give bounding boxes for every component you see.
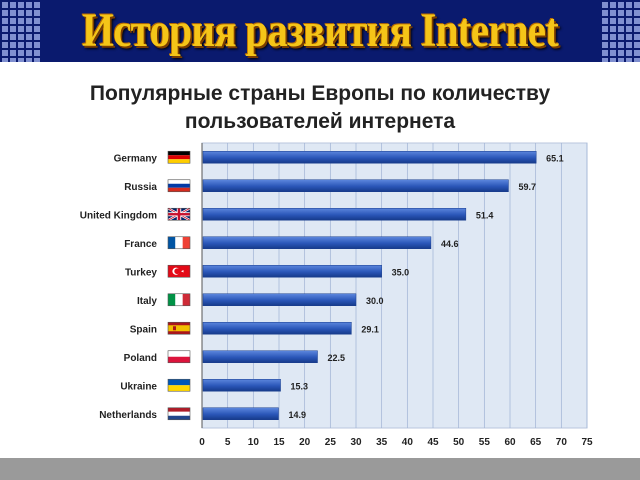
- value-label: 22.5: [328, 353, 346, 363]
- value-label: 44.6: [441, 239, 459, 249]
- x-tick-label: 5: [225, 437, 231, 448]
- bar: [202, 208, 467, 221]
- bar: [202, 350, 318, 363]
- value-label: 51.4: [476, 210, 494, 220]
- x-tick-label: 65: [530, 437, 542, 448]
- value-label: 65.1: [546, 153, 564, 163]
- italy-flag-icon: [167, 293, 191, 307]
- x-tick-label: 45: [427, 437, 439, 448]
- x-tick-label: 10: [248, 437, 260, 448]
- bar: [202, 322, 352, 335]
- footer-band: [0, 458, 640, 480]
- germany-flag-icon: [167, 150, 191, 164]
- chart-subtitle: Популярные страны Европы по количеству п…: [89, 82, 551, 133]
- france-flag-icon: [167, 236, 191, 250]
- header-grid-decoration-right: [600, 0, 640, 62]
- value-label: 14.9: [288, 410, 306, 420]
- x-tick-label: 40: [402, 437, 414, 448]
- bar: [202, 293, 357, 306]
- x-tick-label: 35: [376, 437, 388, 448]
- x-tick-label: 25: [325, 437, 337, 448]
- category-label: Netherlands: [99, 410, 157, 421]
- x-tick-label: 50: [453, 437, 465, 448]
- value-label: 29.1: [361, 324, 379, 334]
- bar: [202, 265, 382, 278]
- x-tick-label: 55: [479, 437, 491, 448]
- header-grid-decoration-left: [0, 0, 40, 62]
- category-label: Spain: [130, 324, 157, 335]
- ukraine-flag-icon: [167, 378, 191, 392]
- bar: [202, 151, 537, 164]
- x-tick-label: 70: [556, 437, 568, 448]
- x-tick-label: 60: [504, 437, 516, 448]
- x-tick-label: 75: [581, 437, 593, 448]
- category-label: Ukraine: [120, 381, 157, 392]
- united-kingdom-flag-icon: [167, 207, 191, 222]
- category-label: United Kingdom: [80, 210, 157, 221]
- x-tick-label: 15: [273, 437, 285, 448]
- value-label: 35.0: [392, 267, 410, 277]
- russia-flag-icon: [167, 179, 191, 193]
- bar: [202, 179, 509, 192]
- x-tick-label: 20: [299, 437, 311, 448]
- netherlands-flag-icon: [167, 407, 191, 421]
- bar: [202, 407, 279, 420]
- value-label: 15.3: [291, 381, 309, 391]
- turkey-flag-icon: [167, 264, 191, 278]
- category-label: Germany: [114, 153, 158, 164]
- category-label: Italy: [137, 296, 157, 307]
- value-label: 59.7: [518, 182, 536, 192]
- x-tick-label: 30: [350, 437, 362, 448]
- category-label: Turkey: [125, 267, 157, 278]
- category-label: France: [124, 239, 157, 250]
- spain-flag-icon: [167, 321, 191, 335]
- category-label: Poland: [124, 353, 157, 364]
- value-label: 30.0: [366, 296, 384, 306]
- poland-flag-icon: [167, 350, 191, 364]
- x-tick-label: 0: [199, 437, 205, 448]
- bar: [202, 236, 432, 249]
- bar: [202, 379, 281, 392]
- header-band: [0, 0, 640, 62]
- page-title: История развития Internet: [81, 4, 559, 57]
- category-label: Russia: [124, 182, 157, 193]
